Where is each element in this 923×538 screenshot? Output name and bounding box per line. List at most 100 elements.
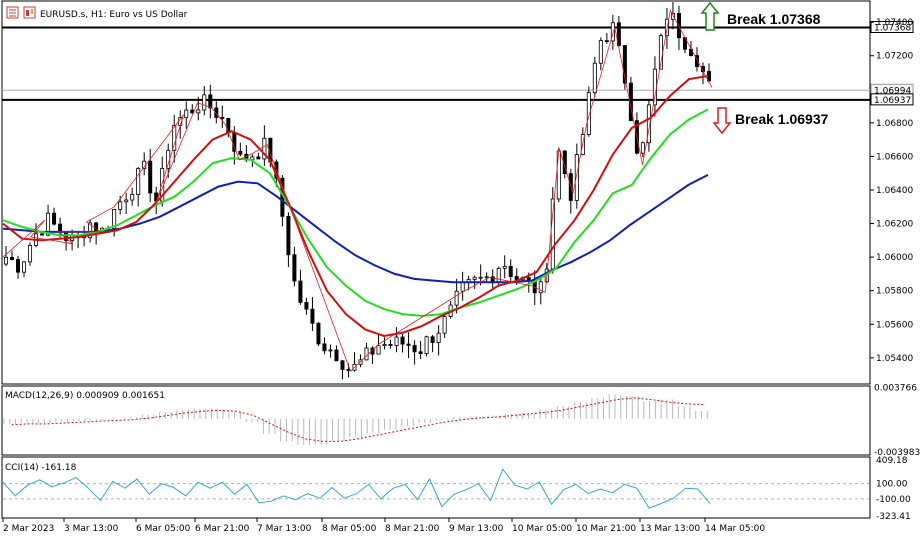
- macd-indicator: 0.003766 -0.003983: [3, 383, 920, 458]
- cci-tick-label: 409.18: [876, 456, 908, 466]
- time-tick-label: 2 Mar 2023: [3, 524, 54, 534]
- bear-candle: [400, 336, 405, 345]
- price-tick-label: 1.05600: [876, 320, 913, 330]
- price-axis: 1.07400 1.07200 1.06800 1.06600 1.06400 1.062…: [870, 18, 913, 364]
- chart-list-icon[interactable]: [6, 6, 19, 19]
- cci-tick-label: -323.41: [876, 512, 911, 522]
- bull-candle: [646, 104, 651, 144]
- price-tick-label: 1.07400: [876, 18, 913, 28]
- bear-candle: [10, 256, 15, 260]
- cci-tick-label: 100.00: [876, 480, 908, 490]
- time-tick-label: 10 Mar 05:00: [512, 524, 572, 534]
- break-down-arrow-icon: [712, 107, 732, 135]
- price-tick-label: 1.06200: [876, 220, 913, 230]
- time-tick-label: 6 Mar 21:00: [195, 524, 250, 534]
- bear-candle: [514, 276, 519, 281]
- bear-candle: [340, 360, 345, 370]
- bull-candle: [28, 245, 33, 263]
- bull-candle: [472, 276, 477, 280]
- bull-candle: [328, 349, 333, 352]
- bear-candle: [226, 118, 231, 133]
- bull-candle: [172, 125, 177, 151]
- bull-candle: [592, 62, 597, 94]
- bull-candle: [586, 92, 591, 135]
- candle-chart-icon[interactable]: [23, 6, 36, 19]
- bear-candle: [256, 156, 261, 160]
- macd-signal-line: [11, 397, 704, 442]
- cci-panel-frame: [1, 456, 871, 519]
- time-tick-label: 3 Mar 13:00: [64, 524, 119, 534]
- bull-candle: [436, 332, 441, 343]
- time-tick-label: 7 Mar 13:00: [257, 524, 312, 534]
- main-panel-frame: [1, 0, 871, 385]
- bull-candle: [454, 290, 459, 306]
- bear-candle: [292, 254, 297, 282]
- ma-mid-line: [2, 108, 709, 317]
- price-tick-label: 1.07200: [876, 52, 913, 62]
- bear-candle: [220, 117, 225, 119]
- bear-candle: [676, 13, 681, 39]
- bull-candle: [484, 276, 489, 279]
- bear-candle: [604, 40, 609, 42]
- bear-candle: [406, 343, 411, 346]
- bear-candle: [430, 336, 435, 343]
- bear-candle: [148, 160, 153, 194]
- bull-candle: [4, 256, 9, 265]
- bear-candle: [286, 215, 291, 256]
- price-tick-label: 1.05800: [876, 287, 913, 297]
- bull-candle: [376, 345, 381, 355]
- bear-candle: [628, 82, 633, 122]
- bull-candle: [610, 22, 615, 42]
- bear-candle: [412, 344, 417, 353]
- bear-candle: [232, 132, 237, 152]
- price-label: 1.06937: [874, 96, 911, 106]
- bear-candle: [310, 308, 315, 324]
- bull-candle: [202, 94, 207, 111]
- cci-indicator: 409.18 100.00 -100.00 -323.41: [2, 456, 911, 522]
- break-up-label: Break 1.07368: [727, 11, 821, 27]
- bull-candle: [262, 137, 267, 160]
- bull-candle: [460, 282, 465, 292]
- price-tick-label: 1.06800: [876, 119, 913, 129]
- bull-candle: [538, 281, 543, 294]
- bull-candle: [130, 194, 135, 201]
- time-tick-label: 8 Mar 05:00: [322, 524, 377, 534]
- price-tick-label: 1.06600: [876, 152, 913, 162]
- bull-candle: [136, 168, 141, 195]
- price-label: 1.07368: [874, 24, 911, 34]
- price-tick-label: 1.06400: [876, 186, 913, 196]
- bear-candle: [322, 343, 327, 352]
- bear-candle: [238, 150, 243, 155]
- bull-candle: [424, 336, 429, 354]
- macd-label: MACD(12,26,9) 0.000909 0.001651: [5, 391, 165, 401]
- price-tick-label: 1.05400: [876, 354, 913, 364]
- bull-candle: [640, 142, 645, 154]
- macd-tick-label: -0.003983: [874, 448, 920, 458]
- bear-candle: [214, 107, 219, 118]
- bear-candle: [316, 322, 321, 345]
- price-tick-label: 1.06000: [876, 253, 913, 263]
- price-label-box: [870, 21, 914, 34]
- time-tick-label: 14 Mar 05:00: [705, 524, 765, 534]
- bull-candle: [118, 201, 123, 210]
- bear-candle: [508, 265, 513, 277]
- zigzag-line: [2, 9, 713, 373]
- bear-candle: [16, 259, 21, 273]
- bear-candle: [388, 344, 393, 347]
- bull-candle: [442, 316, 447, 334]
- bull-candle: [184, 109, 189, 119]
- bull-candle: [550, 198, 555, 270]
- bear-candle: [40, 233, 45, 236]
- time-tick-label: 13 Mar 13:00: [640, 524, 700, 534]
- break-down-label: Break 1.06937: [735, 111, 829, 127]
- bear-candle: [622, 45, 627, 84]
- bull-candle: [574, 154, 579, 201]
- cci-tick-label: -100.00: [876, 495, 911, 505]
- bear-candle: [418, 351, 423, 354]
- bear-candle: [616, 22, 621, 46]
- bull-candle: [598, 40, 603, 64]
- bull-candle: [382, 344, 387, 347]
- bear-candle: [334, 349, 339, 362]
